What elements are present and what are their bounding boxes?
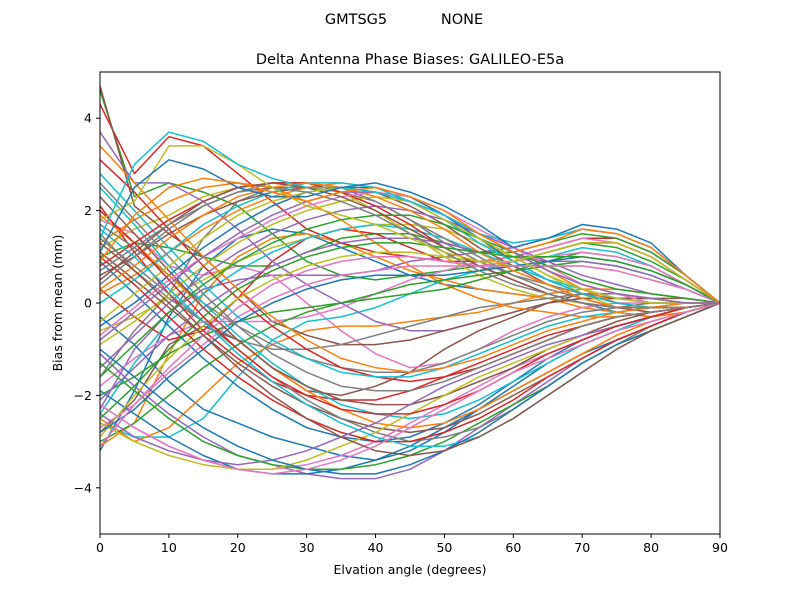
series-line-sat-67: [99, 302, 721, 475]
x-tick-label: 50: [436, 540, 452, 555]
series-line-sat-15: [99, 131, 720, 332]
y-tick-label: 0: [84, 296, 92, 311]
x-tick-label: 70: [574, 540, 590, 555]
series-line-sat-58: [99, 182, 721, 392]
series-line-sat-64: [99, 210, 721, 415]
x-tick-label: 90: [712, 540, 728, 555]
y-tick-label: −4: [74, 480, 92, 495]
x-tick-label: 20: [230, 540, 246, 555]
chart-title: Delta Antenna Phase Biases: GALILEO-E5a: [256, 52, 564, 68]
y-axis-label: Bias from mean (mm): [50, 235, 65, 372]
x-axis-label: Elvation angle (degrees): [333, 562, 486, 577]
series-line-sat-68: [99, 186, 721, 309]
series-line-sat-66: [99, 242, 721, 457]
series-line-sat-46: [99, 196, 721, 406]
series-line-sat-71: [99, 159, 721, 304]
x-tick-label: 80: [643, 540, 659, 555]
series-line-sat-53: [99, 214, 721, 378]
x-tick-label: 40: [368, 540, 384, 555]
plot-area-frame: [99, 71, 721, 535]
y-tick-label: 2: [84, 203, 92, 218]
y-tick-label: −2: [74, 388, 92, 403]
series-line-sat-61: [99, 302, 721, 475]
series-line-sat-54: [99, 256, 721, 443]
ticks-layer: 0 10 20 30 40 50 60 70 80 90 −4 −2 0 2 4: [74, 111, 728, 555]
series-line-sat-70: [99, 131, 721, 304]
x-tick-label: 60: [505, 540, 521, 555]
series-line-sat-72: [99, 177, 721, 304]
series-layer: [99, 85, 721, 480]
series-line-sat-27: [99, 251, 721, 429]
series-line-sat-69: [99, 145, 721, 304]
figure-suptitle-right: NONE: [441, 12, 483, 28]
x-tick-label: 30: [299, 540, 315, 555]
x-tick-label: 0: [96, 540, 104, 555]
figure-suptitle-left: GMTSG5: [325, 12, 387, 28]
x-tick-label: 10: [161, 540, 177, 555]
y-tick-label: 4: [84, 111, 92, 126]
